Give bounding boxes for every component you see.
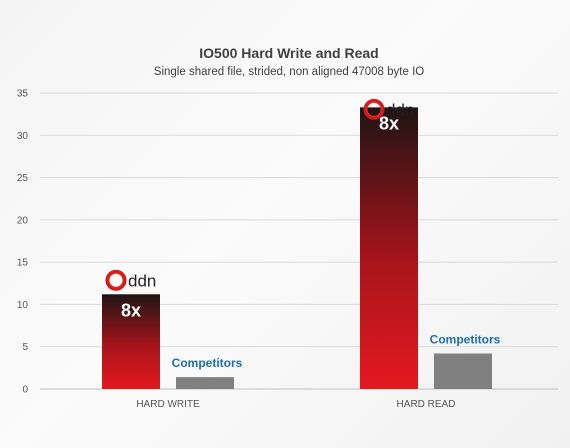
bar-ddn: [102, 294, 160, 389]
bar-competitors: [176, 377, 234, 389]
multiplier-annotation: 8x: [379, 113, 399, 133]
y-tick-label: 35: [17, 89, 29, 100]
x-tick-label: HARD WRITE: [136, 399, 200, 410]
y-tick-label: 30: [17, 131, 29, 142]
ddn-logo-text: ddn: [386, 100, 414, 119]
ddn-logo-ring: [105, 269, 127, 291]
ddn-logo: ddn: [363, 98, 414, 120]
ddn-logo-ring: [363, 98, 385, 120]
y-tick-label: 5: [22, 342, 28, 353]
chart-subtitle: Single shared file, strided, non aligned…: [154, 66, 424, 78]
y-tick-label: 20: [17, 215, 29, 226]
multiplier-annotation: 8x: [121, 300, 141, 320]
chart-title: IO500 Hard Write and Read: [199, 45, 378, 61]
bar-ddn: [360, 107, 418, 390]
ddn-logo: ddn: [105, 269, 156, 291]
y-tick-label: 10: [17, 300, 29, 311]
bar-competitors: [434, 353, 492, 389]
competitors-label: Competitors: [430, 332, 501, 346]
labels: 0 5 10 15 20 25 30 35 HARD WRITE 8x Competitors ddn…: [17, 89, 501, 411]
bars: [102, 107, 492, 390]
competitors-label: Competitors: [172, 356, 243, 370]
x-tick-label: HARD READ: [397, 399, 456, 410]
ddn-logo-text: ddn: [128, 271, 156, 290]
y-tick-label: 0: [22, 385, 28, 396]
y-tick-label: 15: [17, 258, 29, 269]
y-tick-label: 25: [17, 173, 29, 184]
